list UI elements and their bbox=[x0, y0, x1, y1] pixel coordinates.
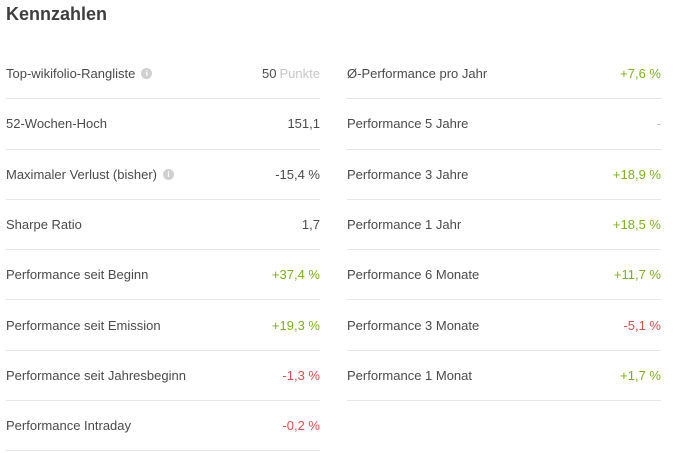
metric-value: -15,4 % bbox=[275, 166, 320, 182]
metric-label: Sharpe Ratio bbox=[6, 217, 82, 233]
metric-value: +18,5 % bbox=[612, 217, 661, 233]
metric-row-perf-intraday: Performance Intraday -0,2 % bbox=[6, 401, 320, 452]
metric-label: Top-wikifolio-Rangliste bbox=[6, 66, 136, 82]
info-circle-icon[interactable]: i bbox=[163, 168, 174, 180]
metric-value: +19,3 % bbox=[271, 317, 320, 333]
metric-row-perf-since-start: Performance seit Beginn +37,4 % bbox=[6, 250, 320, 301]
metric-value: 50 bbox=[262, 66, 277, 82]
metric-value: +11,7 % bbox=[613, 267, 661, 283]
metric-label: Performance 3 Jahre bbox=[347, 166, 469, 182]
metric-row-perf-1m: Performance 1 Monat +1,7 % bbox=[347, 351, 661, 402]
metric-value: +7,6 % bbox=[620, 66, 661, 82]
metrics-right-column: Ø-Performance pro Jahr +7,6 % Performanc… bbox=[347, 49, 661, 402]
metric-label: Performance 1 Jahr bbox=[347, 217, 462, 233]
metric-row-avg-perf-year: Ø-Performance pro Jahr +7,6 % bbox=[347, 49, 661, 100]
metric-label: Performance 3 Monate bbox=[347, 317, 480, 333]
metric-label: Maximaler Verlust (bisher) bbox=[6, 166, 157, 182]
metrics-left-column: Top-wikifolio-Rangliste i 50 Punkte 52-Wo… bbox=[6, 49, 320, 452]
metric-row-perf-ytd: Performance seit Jahresbeginn -1,3 % bbox=[6, 351, 320, 402]
metric-row-ranking: Top-wikifolio-Rangliste i 50 Punkte bbox=[6, 49, 320, 100]
section-title: Kennzahlen bbox=[6, 4, 108, 24]
info-circle-icon[interactable]: i bbox=[141, 68, 153, 80]
metric-row-52w-high: 52-Wochen-Hoch 151,1 bbox=[6, 99, 320, 150]
metric-value: 151,1 bbox=[287, 116, 320, 132]
metric-row-perf-5y: Performance 5 Jahre - bbox=[347, 99, 661, 150]
metric-row-perf-6m: Performance 6 Monate +11,7 % bbox=[347, 250, 661, 301]
metric-value: 1,7 bbox=[301, 217, 320, 233]
metric-value: +1,7 % bbox=[620, 367, 661, 383]
metric-value: - bbox=[656, 116, 661, 132]
metric-row-perf-since-emission: Performance seit Emission +19,3 % bbox=[6, 300, 320, 351]
metric-value: -0,2 % bbox=[282, 418, 320, 434]
metric-value: +18,9 % bbox=[612, 166, 661, 182]
metric-label: Performance seit Beginn bbox=[6, 267, 149, 283]
metric-row-max-drawdown: Maximaler Verlust (bisher) i -15,4 % bbox=[6, 150, 320, 200]
metric-row-perf-3y: Performance 3 Jahre +18,9 % bbox=[347, 150, 661, 200]
metric-value: +37,4 % bbox=[271, 267, 320, 283]
metric-label: Performance seit Emission bbox=[6, 317, 161, 333]
metric-value: -5,1 % bbox=[623, 317, 661, 333]
metric-label: Performance 1 Monat bbox=[347, 367, 473, 383]
metric-unit: Punkte bbox=[279, 66, 320, 82]
metric-label: Performance 5 Jahre bbox=[347, 116, 469, 132]
metric-row-perf-1y: Performance 1 Jahr +18,5 % bbox=[347, 200, 661, 251]
metric-label: 52-Wochen-Hoch bbox=[6, 116, 107, 132]
metric-value: -1,3 % bbox=[282, 367, 320, 383]
metric-label: Ø-Performance pro Jahr bbox=[347, 66, 488, 82]
metric-label: Performance seit Jahresbeginn bbox=[6, 367, 186, 383]
metric-label: Performance Intraday bbox=[6, 418, 132, 434]
metric-row-perf-3m: Performance 3 Monate -5,1 % bbox=[347, 300, 661, 351]
metric-label: Performance 6 Monate bbox=[347, 267, 480, 283]
metric-row-sharpe: Sharpe Ratio 1,7 bbox=[6, 200, 320, 251]
